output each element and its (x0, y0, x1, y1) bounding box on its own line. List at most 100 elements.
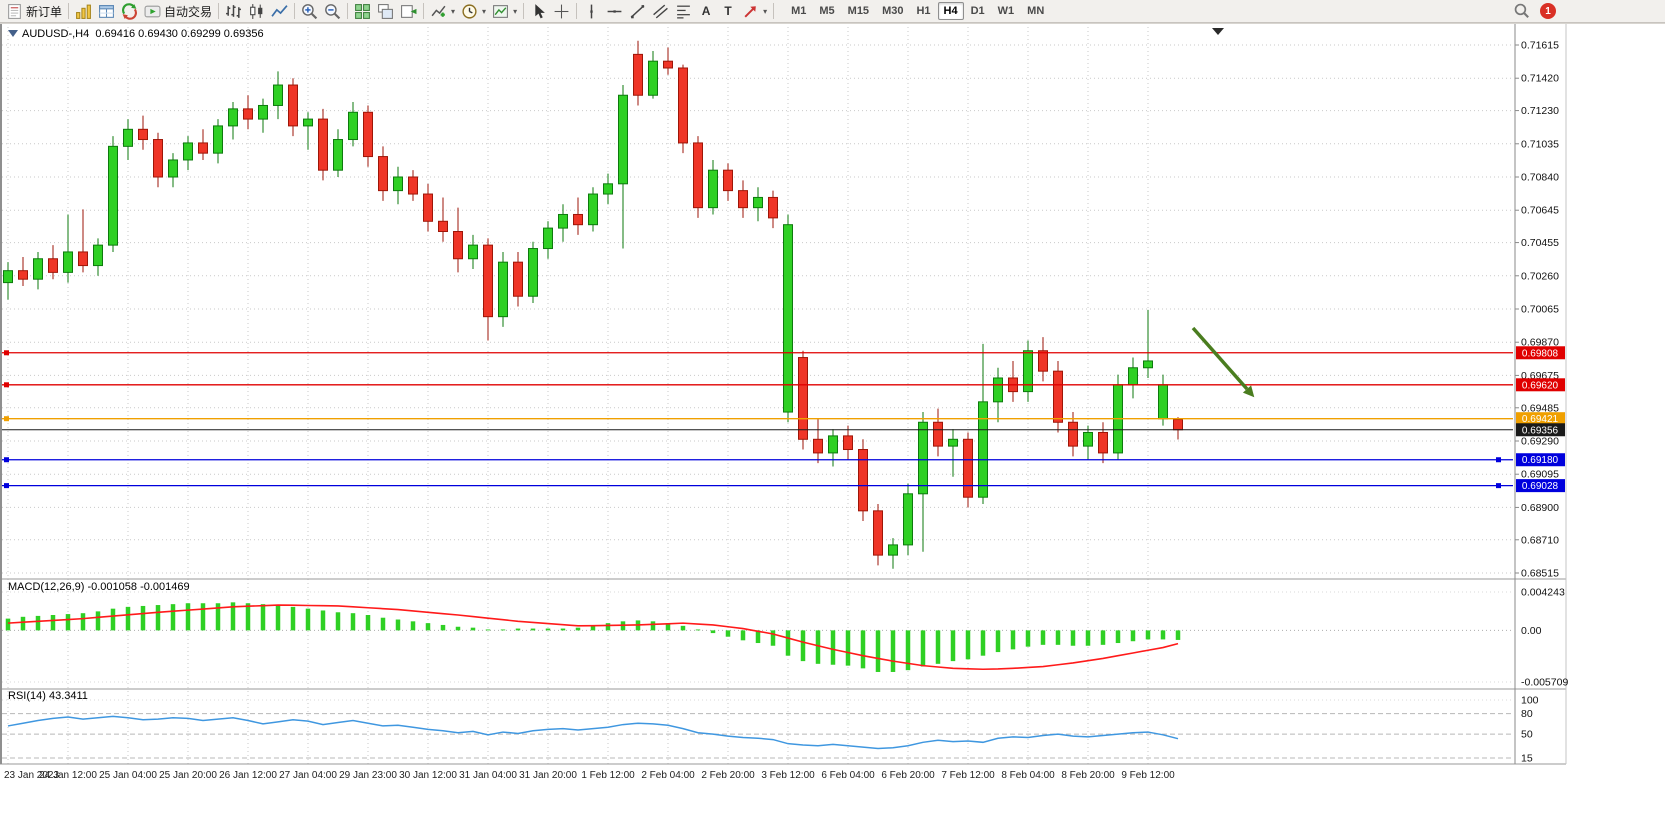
horizontal-line-0.69180[interactable]: 0.69180 (2, 453, 1565, 467)
candle (1128, 357, 1138, 399)
candle (798, 350, 808, 450)
time-tick-label: 27 Jan 04:00 (279, 770, 337, 781)
candle (1023, 340, 1033, 402)
time-tick-label: 25 Jan 20:00 (159, 770, 217, 781)
crosshair-button[interactable] (550, 1, 573, 21)
chart-shift-marker-icon[interactable] (1212, 28, 1224, 35)
panel-separators (0, 23, 1665, 765)
time-tick-label: 24 Jan 12:00 (39, 770, 97, 781)
zoom-out-button[interactable] (321, 1, 344, 21)
candle (933, 408, 943, 457)
data-window-button[interactable] (95, 1, 118, 21)
navigator-button[interactable] (118, 1, 141, 21)
timeframe-m15-button[interactable]: M15 (842, 2, 875, 20)
candle (438, 197, 448, 242)
market-watch-button[interactable] (72, 1, 95, 21)
horizontal-line-0.69028[interactable]: 0.69028 (2, 479, 1565, 493)
candle (843, 425, 853, 460)
bar-chart-button[interactable] (222, 1, 245, 21)
candle (18, 257, 28, 287)
price-tick-label: 0.68515 (1521, 568, 1559, 580)
one-click-trading-toggle-icon[interactable] (8, 30, 18, 37)
timeframe-m1-button[interactable]: M1 (785, 2, 812, 20)
horizontal-line-0.69808[interactable]: 0.69808 (2, 346, 1565, 360)
arrow-annotation[interactable] (1191, 326, 1255, 398)
profiles-button[interactable]: ▾ (458, 1, 489, 21)
candle (213, 119, 223, 164)
candle (93, 238, 103, 276)
auto-arrange-button[interactable] (374, 1, 397, 21)
vertical-line-button[interactable] (580, 1, 603, 21)
horizontal-line-0.69421[interactable]: 0.69421 (2, 412, 1565, 426)
rsi-axis-label: 80 (1521, 708, 1533, 720)
timeframe-mn-button[interactable]: MN (1021, 2, 1050, 20)
text-button[interactable]: A (695, 1, 717, 21)
new-chart-button[interactable]: ▾ (427, 1, 458, 21)
new-chart-icon (431, 5, 446, 17)
time-tick-label: 8 Feb 20:00 (1061, 770, 1115, 781)
candle (903, 483, 913, 556)
channel-button[interactable] (649, 1, 672, 21)
rsi-axis-label: 50 (1521, 729, 1533, 741)
candlestick-chart-button[interactable] (245, 1, 268, 21)
timeframe-h1-button[interactable]: H1 (910, 2, 936, 20)
candle (108, 136, 118, 252)
price-tick-label: 0.69485 (1521, 402, 1559, 414)
fibonacci-button[interactable] (672, 1, 695, 21)
tile-icon (355, 3, 370, 19)
autotrade-button[interactable]: 自动交易 (141, 1, 215, 21)
candle (1098, 422, 1108, 464)
time-tick-label: 7 Feb 12:00 (941, 770, 995, 781)
horizontal-line-button[interactable] (603, 1, 626, 21)
candle (1083, 425, 1093, 460)
price-tick-label: 0.70645 (1521, 205, 1559, 217)
candle (183, 136, 193, 171)
price-line-label: 0.69180 (1522, 455, 1559, 466)
rsi-line (7, 715, 1179, 750)
rsi-indicator-title: RSI(14) 43.3411 (8, 690, 88, 702)
time-tick-label: 29 Jan 23:00 (339, 770, 397, 781)
time-tick-label: 31 Jan 04:00 (459, 770, 517, 781)
tile-windows-button[interactable] (351, 1, 374, 21)
chart-window: 0.71615 0.71420 0.71230 0.71035 0.70840 0.706… (0, 23, 1665, 835)
cursor-button[interactable] (527, 1, 550, 21)
notification-badge[interactable]: 1 (1540, 3, 1556, 19)
hline-icon (607, 9, 622, 13)
new-order-button[interactable]: 新订单 (3, 1, 65, 21)
timeframe-d1-button[interactable]: D1 (965, 2, 991, 20)
templates-button[interactable]: ▾ (489, 1, 520, 21)
arrows-button[interactable]: ▾ (739, 1, 770, 21)
line-chart-button[interactable] (268, 1, 291, 21)
fibo-icon (677, 5, 690, 19)
candle (858, 439, 868, 522)
candle (363, 105, 373, 167)
price-tick-label: 0.69290 (1521, 436, 1559, 448)
time-tick-label: 1 Feb 12:00 (581, 770, 635, 781)
timeframe-w1-button[interactable]: W1 (992, 2, 1021, 20)
macd-axis-label: 0.00 (1521, 625, 1542, 637)
macd-indicator-title: MACD(12,26,9) -0.001058 -0.001469 (8, 581, 190, 593)
chart-canvas[interactable]: 0.71615 0.71420 0.71230 0.71035 0.70840 0.706… (0, 23, 1665, 835)
toolbar-separator (68, 3, 70, 19)
candle (708, 159, 718, 215)
candle (288, 78, 298, 137)
candles-icon (250, 3, 263, 19)
zoom-in-button[interactable] (298, 1, 321, 21)
price-line-label: 0.69620 (1522, 380, 1559, 391)
horizontal-line-0.69356[interactable]: 0.69356 (2, 423, 1565, 437)
candle (303, 112, 313, 150)
search-button[interactable] (1512, 2, 1531, 21)
price-tick-label: 0.70065 (1521, 304, 1559, 316)
candle (828, 429, 838, 467)
timeframe-h4-button[interactable]: H4 (937, 2, 964, 20)
timeframe-m30-button[interactable]: M30 (876, 2, 909, 20)
chart-shift-button[interactable] (397, 1, 420, 21)
trendline-button[interactable] (626, 1, 649, 21)
horizontal-line-0.69620[interactable]: 0.69620 (2, 378, 1565, 392)
text-label-button[interactable]: T (717, 1, 739, 21)
timeframe-m5-button[interactable]: M5 (813, 2, 840, 20)
chart-title: AUDUSD-,H4 0.69416 0.69430 0.69299 0.693… (22, 28, 264, 40)
candle (258, 98, 268, 133)
price-tick-label: 0.70455 (1521, 237, 1559, 249)
